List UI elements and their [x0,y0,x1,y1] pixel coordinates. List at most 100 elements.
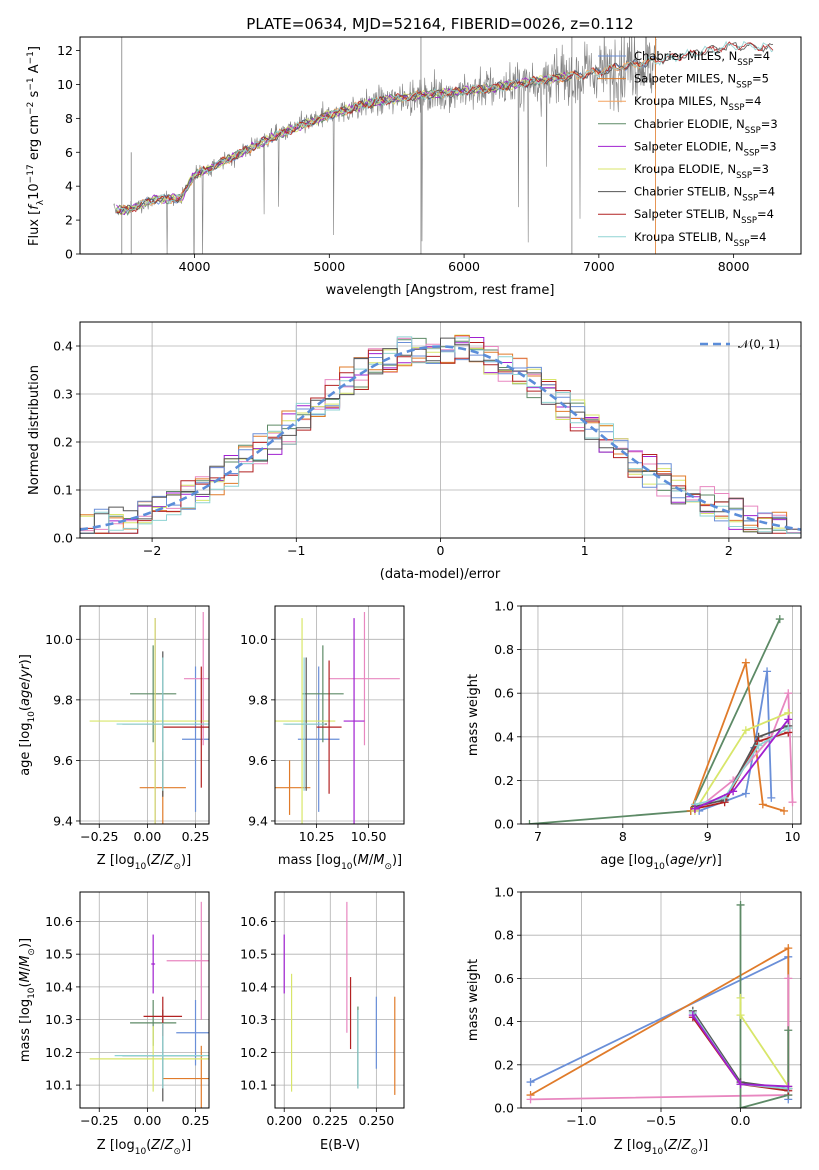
label-part: age [ [18,742,33,775]
label-part: λ [36,199,46,205]
plus-marker [754,741,763,750]
mass-weight-line [694,727,789,806]
plot-area [113,37,774,254]
mass-weight-line [739,997,790,1087]
y-tick-label: 0.4 [494,1014,514,1029]
plot-area [525,615,797,824]
label-part: erg cm [27,115,42,164]
y-tick-label: 1.0 [494,885,514,900]
plot-area [526,900,793,1108]
label-part: −17 [26,164,36,183]
x-tick-label: 5000 [313,259,345,274]
label-part: ( [146,1138,151,1153]
legend-count: =4 [758,185,775,199]
plus-marker [784,689,793,698]
plot-area [283,901,396,1095]
legend-count: =4 [749,230,766,244]
label-part: ⊙ [27,948,37,956]
label-part: Flux [ [27,210,42,246]
label-part: 10 [653,862,665,872]
y-tick-label: 10.5 [45,947,73,962]
figure-title: PLATE=0634, MJD=52164, FIBERID=0026, z=0… [246,15,633,33]
x-axis-label: Z [log10(Z/Z⊙)] [614,1138,708,1157]
y-tick-label: 10.1 [45,1078,73,1093]
label-part: )] [181,853,191,868]
legend-sub: SSP [741,216,757,226]
x-axis-label: Z [log10(Z/Z⊙)] [97,1138,191,1157]
y-tick-label: 0.6 [494,971,514,986]
plus-marker [784,724,793,733]
y-axis-label: Normed distribution [27,365,42,495]
label-part: log [115,853,135,868]
label-part: 10 [27,987,37,999]
legend-entry: Chabrier STELIB, NSSP=4 [634,185,775,204]
x-tick-label: −0.25 [80,829,118,844]
y-axis-label: mass weight [466,674,481,756]
label-part: mass [ [278,853,321,868]
x-tick-label: 10 [785,829,801,844]
label-part: mass [ [18,1019,33,1062]
label-part: 10 [135,862,147,872]
y-tick-label: 10.4 [240,979,268,994]
y-tick-label: 9.8 [248,692,268,707]
y-tick-label: 4 [65,179,73,194]
label-part: / [18,677,33,682]
y-tick-label: 0.4 [494,729,514,744]
plus-marker [741,658,750,667]
x-tick-label: 0.0 [731,1113,751,1128]
legend-sub: SSP [744,148,760,158]
plus-marker [741,789,750,798]
y-tick-label: 0.2 [53,435,73,450]
x-tick-label: −0.5 [646,1113,676,1128]
y-tick-label: 10.6 [240,914,268,929]
axes-mass-vs-extinction: 0.200 0.225 0.250 10.1 10.2 10.3 10.4 10.5 10.6 E… [240,891,405,1153]
x-tick-label: −2 [143,543,161,558]
gaussian-curve [80,345,801,531]
y-tick-label: 9.4 [248,813,268,828]
model-spectrum-line [115,72,571,216]
legend-model: Kroupa STELIB, N [634,230,734,244]
label-part: −1 [26,77,36,90]
plus-marker [763,667,772,676]
label-part: 10 [135,1147,147,1157]
label-part: ⊙ [173,862,181,872]
plus-marker [788,798,797,807]
x-axis-label: Z [log10(Z/Z⊙)] [97,853,191,872]
axes-frame [520,605,802,825]
plus-marker [736,993,745,1002]
legend-entry: 𝒩(0, 1) [738,337,780,351]
model-spectrum-line [115,42,774,216]
label-part: 10 [27,183,42,200]
label-part: Z [164,1138,175,1153]
x-axis-label: E(B-V) [320,1138,360,1153]
y-tick-label: 0.8 [494,928,514,943]
axes-frame [274,891,405,1109]
x-tick-label: 0.25 [182,1113,210,1128]
label-part: log [18,723,33,743]
legend-entry: Chabrier MILES, NSSP=4 [634,49,770,68]
y-axis-label: age [log10(age/yr)] [18,654,37,776]
label-part: age [18,682,33,706]
plus-marker [775,615,784,624]
y-tick-label: 10.2 [45,1045,73,1060]
x-axis-label: wavelength [Angstrom, rest frame] [326,283,555,298]
x-tick-label: 8000 [718,259,750,274]
legend-entry: Salpeter STELIB, NSSP=4 [634,207,774,226]
legend-count: =3 [761,117,778,131]
y-tick-label: 10.4 [45,979,73,994]
x-tick-label: 0.250 [358,1113,394,1128]
label-part: ⊙ [173,1147,181,1157]
label-part: M [358,853,369,868]
plus-marker [784,974,793,983]
axes-mass-weight-vs-metallicity: −1.0 −0.5 0.00.00.20.40.60.81.0Z [log10(Z/… [466,885,802,1157]
axes-frame [79,891,210,1109]
plus-marker [690,804,699,813]
plus-marker [758,800,767,809]
label-part: Z [150,1138,161,1153]
label-part: M [373,853,384,868]
plot-area [80,334,801,534]
histogram-step [80,337,801,534]
label-part: 10 [652,1147,664,1157]
x-tick-label: −0.25 [80,1113,118,1128]
